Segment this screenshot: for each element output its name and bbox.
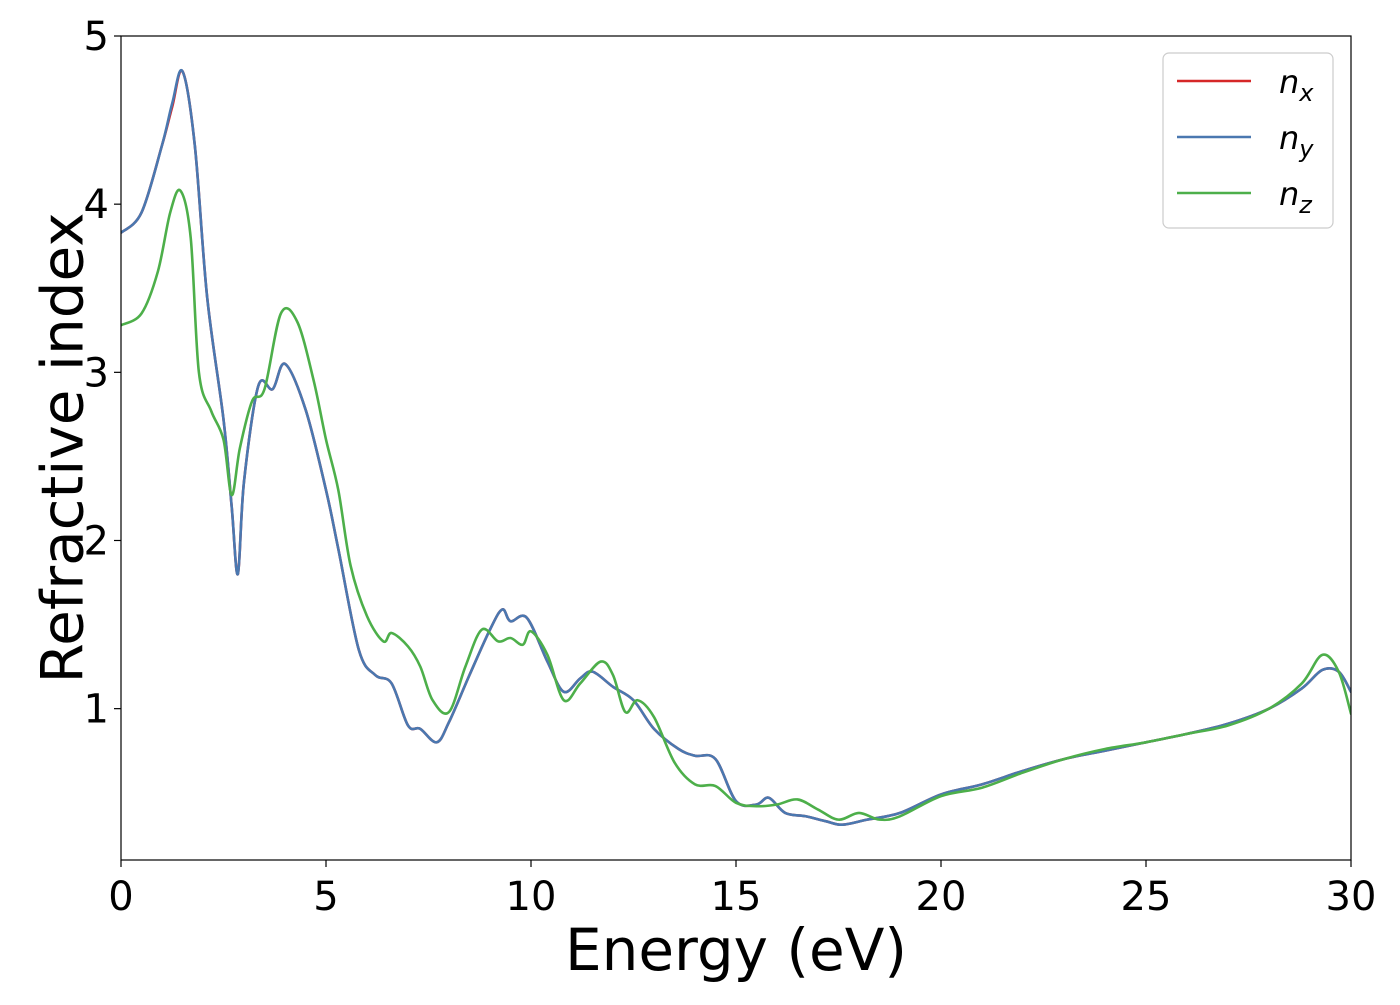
y-axis-ticks: 1 2 3 4 5 bbox=[84, 14, 121, 733]
legend-label-subscript: z bbox=[1298, 191, 1313, 219]
series-line-n-z bbox=[121, 188, 1351, 822]
legend-label-base: n bbox=[1279, 175, 1299, 213]
legend-label-base: n bbox=[1279, 119, 1299, 157]
y-tick-label: 4 bbox=[84, 182, 109, 228]
y-tick-label: 5 bbox=[84, 14, 109, 60]
x-tick-label: 30 bbox=[1326, 874, 1377, 920]
y-tick-label: 2 bbox=[84, 518, 109, 564]
y-tick-label: 3 bbox=[84, 350, 109, 396]
legend-label-subscript: x bbox=[1298, 79, 1314, 107]
series-layer bbox=[121, 68, 1351, 826]
x-tick-label: 0 bbox=[108, 874, 133, 920]
legend-label: nz bbox=[1279, 175, 1313, 219]
y-axis-title: Refractive index bbox=[28, 212, 96, 683]
legend-box bbox=[1162, 52, 1334, 229]
x-axis-ticks: 0 5 10 15 20 25 30 bbox=[108, 860, 1376, 920]
legend-label: ny bbox=[1279, 119, 1314, 163]
x-tick-label: 15 bbox=[711, 874, 762, 920]
y-tick-label: 1 bbox=[84, 687, 109, 733]
legend-label-subscript: y bbox=[1298, 135, 1314, 163]
x-tick-label: 25 bbox=[1121, 874, 1172, 920]
legend-label: nx bbox=[1279, 63, 1314, 107]
x-tick-label: 10 bbox=[506, 874, 557, 920]
x-tick-label: 20 bbox=[916, 874, 967, 920]
legend-label-base: n bbox=[1279, 63, 1299, 101]
x-axis-title: Energy (eV) bbox=[565, 916, 907, 984]
x-tick-label: 5 bbox=[313, 874, 338, 920]
series-line-n-y bbox=[121, 68, 1351, 826]
